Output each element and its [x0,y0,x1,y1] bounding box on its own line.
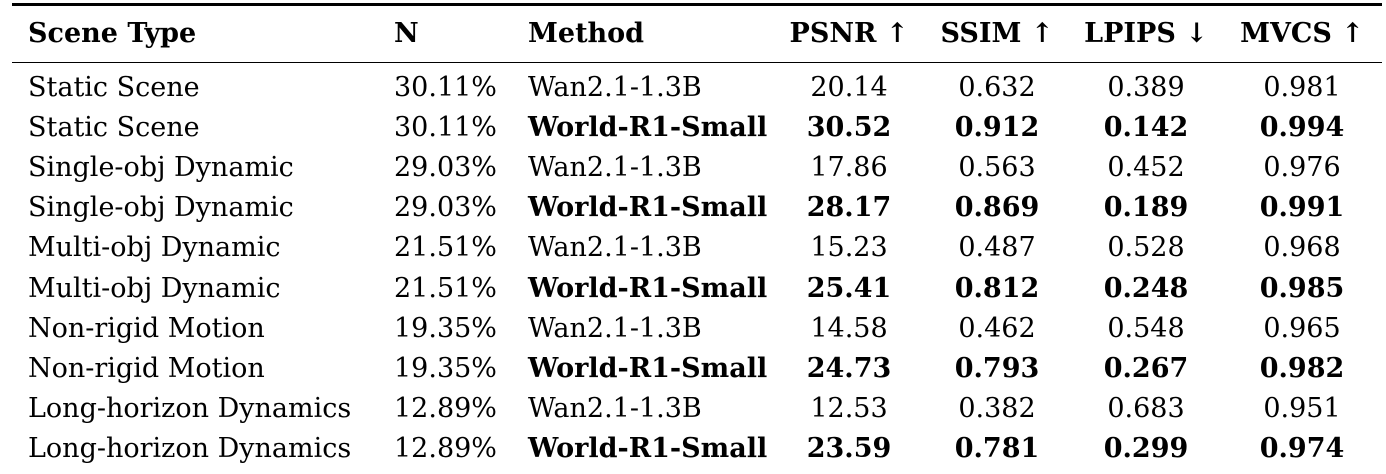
results-table: Scene Type N Method PSNR ↑ SSIM ↑ LPIPS … [12,6,1382,62]
cell-scene-type: Static Scene [28,71,200,103]
cell-ssim: 0.382 [958,393,1036,425]
cell-psnr: 25.41 [806,272,892,304]
table-row: Single-obj Dynamic 29.03% World-R1-Small 28… [12,188,1382,228]
table-row: Long-horizon Dynamics 12.89% World-R1-Smal… [12,429,1382,469]
header-ssim: SSIM ↑ [940,18,1054,49]
header-row: Scene Type N Method PSNR ↑ SSIM ↑ LPIPS … [12,6,1382,62]
table-row: Multi-obj Dynamic 21.51% World-R1-Small 25.… [12,268,1382,308]
cell-mvcs: 0.985 [1259,272,1345,304]
cell-ssim: 0.781 [954,433,1040,465]
cell-psnr: 23.59 [806,433,892,465]
cell-scene-type: Long-horizon Dynamics [28,393,352,425]
cell-lpips: 0.248 [1103,272,1189,304]
cell-scene-type: Multi-obj Dynamic [28,272,281,304]
table-row: Long-horizon Dynamics 12.89% Wan2.1-1.3B 12… [12,389,1382,429]
cell-n: 29.03% [394,192,497,224]
cell-lpips: 0.267 [1103,352,1189,384]
cell-scene-type: Single-obj Dynamic [28,192,294,224]
cell-psnr: 28.17 [806,192,892,224]
cell-lpips: 0.528 [1107,232,1185,264]
cell-scene-type: Multi-obj Dynamic [28,232,281,264]
cell-method: Wan2.1-1.3B [528,232,702,264]
header-n: N [394,18,419,49]
cell-n: 19.35% [394,312,497,344]
cell-psnr: 12.53 [810,393,888,425]
cell-mvcs: 0.974 [1259,433,1345,465]
cell-n: 29.03% [394,151,497,183]
header-rule [12,61,1382,63]
cell-n: 30.11% [394,111,497,143]
cell-psnr: 15.23 [810,232,888,264]
cell-mvcs: 0.991 [1259,192,1345,224]
cell-lpips: 0.548 [1107,312,1185,344]
cell-ssim: 0.869 [954,192,1040,224]
cell-ssim: 0.912 [954,111,1040,143]
cell-method: World-R1-Small [528,352,768,384]
cell-scene-type: Non-rigid Motion [28,352,265,384]
cell-ssim: 0.487 [958,232,1036,264]
results-table-body: Static Scene 30.11% Wan2.1-1.3B 20.14 0.632 0… [12,63,1382,469]
cell-n: 19.35% [394,352,497,384]
cell-method: World-R1-Small [528,192,768,224]
cell-method: Wan2.1-1.3B [528,312,702,344]
cell-method: Wan2.1-1.3B [528,151,702,183]
cell-scene-type: Static Scene [28,111,200,143]
cell-scene-type: Non-rigid Motion [28,312,265,344]
cell-ssim: 0.812 [954,272,1040,304]
cell-mvcs: 0.981 [1263,71,1341,103]
header-scene-type: Scene Type [28,18,197,49]
cell-lpips: 0.299 [1103,433,1189,465]
header-mvcs: MVCS ↑ [1240,18,1364,49]
cell-n: 30.11% [394,71,497,103]
cell-mvcs: 0.951 [1263,393,1341,425]
cell-mvcs: 0.982 [1259,352,1345,384]
cell-method: Wan2.1-1.3B [528,393,702,425]
cell-ssim: 0.462 [958,312,1036,344]
cell-n: 12.89% [394,393,497,425]
cell-lpips: 0.452 [1107,151,1185,183]
cell-ssim: 0.793 [954,352,1040,384]
cell-ssim: 0.563 [958,151,1036,183]
cell-mvcs: 0.994 [1259,111,1345,143]
cell-mvcs: 0.968 [1263,232,1341,264]
header-psnr: PSNR ↑ [789,18,909,49]
cell-n: 21.51% [394,232,497,264]
cell-n: 21.51% [394,272,497,304]
cell-method: World-R1-Small [528,433,768,465]
cell-lpips: 0.142 [1103,111,1189,143]
cell-method: World-R1-Small [528,272,768,304]
cell-lpips: 0.389 [1107,71,1185,103]
cell-psnr: 14.58 [810,312,888,344]
cell-mvcs: 0.965 [1263,312,1341,344]
top-rule [12,3,1382,6]
cell-n: 12.89% [394,433,497,465]
cell-psnr: 17.86 [810,151,888,183]
table-row: Non-rigid Motion 19.35% Wan2.1-1.3B 14.58 0.… [12,308,1382,348]
cell-method: Wan2.1-1.3B [528,71,702,103]
header-method: Method [528,18,645,49]
header-lpips: LPIPS ↓ [1084,18,1208,49]
table-row: Static Scene 30.11% Wan2.1-1.3B 20.14 0.632 0… [12,63,1382,107]
table-row: Static Scene 30.11% World-R1-Small 30.52 0.9… [12,107,1382,147]
cell-lpips: 0.189 [1103,192,1189,224]
cell-scene-type: Single-obj Dynamic [28,151,294,183]
table-row: Non-rigid Motion 19.35% World-R1-Small 24.7… [12,348,1382,388]
cell-ssim: 0.632 [958,71,1036,103]
cell-psnr: 20.14 [810,71,888,103]
results-table-container: Scene Type N Method PSNR ↑ SSIM ↑ LPIPS … [12,3,1382,469]
cell-scene-type: Long-horizon Dynamics [28,433,352,465]
cell-method: World-R1-Small [528,111,768,143]
cell-psnr: 24.73 [806,352,892,384]
table-row: Multi-obj Dynamic 21.51% Wan2.1-1.3B 15.23 0… [12,228,1382,268]
table-row: Single-obj Dynamic 29.03% Wan2.1-1.3B 17.86… [12,147,1382,187]
cell-mvcs: 0.976 [1263,151,1341,183]
cell-psnr: 30.52 [806,111,892,143]
cell-lpips: 0.683 [1107,393,1185,425]
